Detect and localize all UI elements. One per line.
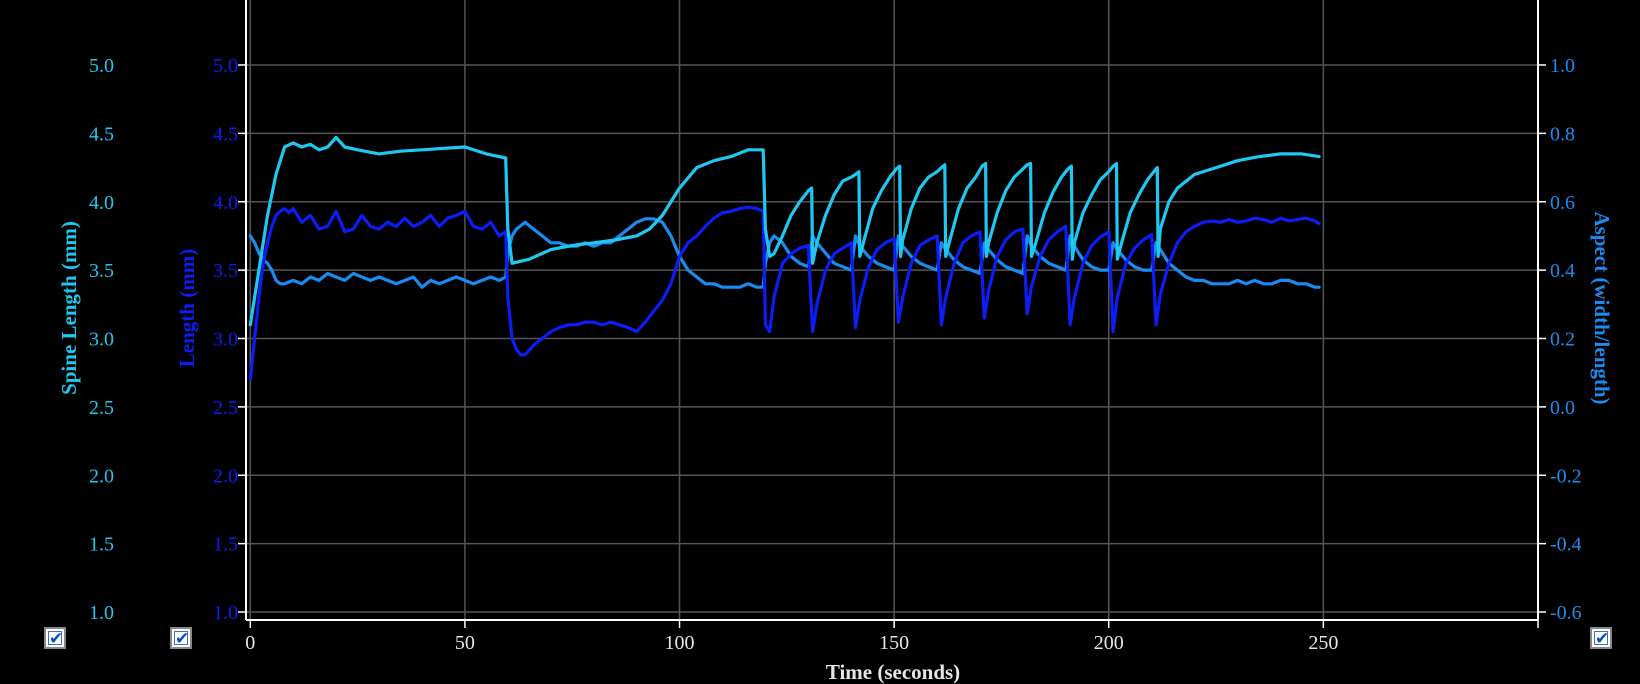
axes	[238, 0, 1546, 628]
aspect-tick-label: -0.4	[1550, 534, 1582, 556]
x-tick-label: 150	[879, 632, 909, 654]
spine-length-tick-label: 4.5	[89, 123, 114, 145]
spine-length-axis-checkbox[interactable]: ✔	[44, 627, 66, 649]
length-tick-label: 1.5	[213, 534, 238, 556]
spine-length-series-line	[248, 135, 1321, 327]
spine-length-tick-label: 2.5	[89, 397, 114, 419]
checkmark-icon: ✔	[1595, 629, 1610, 649]
length-tick-label: 4.0	[213, 192, 238, 214]
checkbox-frame	[48, 631, 62, 645]
checkbox-frame	[1594, 631, 1608, 645]
length-tick-label: 3.0	[213, 329, 238, 351]
spine-length-tick-label: 1.0	[89, 602, 114, 624]
aspect-tick-label: 0.6	[1550, 192, 1575, 214]
spine-length-tick-label: 3.5	[89, 260, 114, 282]
x-tick-label: 0	[245, 632, 255, 654]
spine-length-axis-title: Spine Length (mm)	[57, 221, 81, 395]
x-tick-label: 50	[455, 632, 475, 654]
x-tick-label: 200	[1094, 632, 1124, 654]
aspect-tick-label: 1.0	[1550, 55, 1575, 77]
aspect-tick-label: -0.2	[1550, 465, 1582, 487]
x-tick-label: 250	[1308, 632, 1338, 654]
series-lines	[248, 135, 1321, 382]
x-axis-title: Time (seconds)	[826, 660, 960, 684]
length-tick-label: 5.0	[213, 55, 238, 77]
aspect-tick-label: 0.4	[1550, 260, 1575, 282]
spine-length-tick-label: 5.0	[89, 55, 114, 77]
length-tick-label: 2.5	[213, 397, 238, 419]
aspect-axis-title: Aspect (width/length)	[1590, 211, 1614, 404]
checkmark-icon: ✔	[49, 629, 64, 649]
length-axis-title: Length (mm)	[175, 249, 199, 367]
grid-lines	[246, 0, 1539, 620]
aspect-tick-label: 0.2	[1550, 329, 1575, 351]
spine-length-tick-label: 3.0	[89, 329, 114, 351]
length-axis-checkbox[interactable]: ✔	[170, 627, 192, 649]
aspect-tick-label: 0.0	[1550, 397, 1575, 419]
spine-length-tick-label: 4.0	[89, 192, 114, 214]
length-tick-label: 3.5	[213, 260, 238, 282]
spine-length-tick-label: 1.5	[89, 534, 114, 556]
length-tick-label: 4.5	[213, 123, 238, 145]
spine-length-tick-label: 2.0	[89, 465, 114, 487]
length-tick-label: 1.0	[213, 602, 238, 624]
aspect-tick-label: 0.8	[1550, 123, 1575, 145]
tick-labels: 0 50 100 150 200 250 1.0 1.5 2.0 2.5 3.0 3.5 4.0 4.5 5…	[89, 55, 1582, 654]
length-tick-label: 2.0	[213, 465, 238, 487]
checkbox-frame	[174, 631, 188, 645]
x-tick-label: 100	[665, 632, 695, 654]
aspect-tick-label: -0.6	[1550, 602, 1582, 624]
length-series-line	[248, 205, 1321, 382]
checkmark-icon: ✔	[175, 629, 190, 649]
aspect-axis-checkbox[interactable]: ✔	[1590, 627, 1612, 649]
